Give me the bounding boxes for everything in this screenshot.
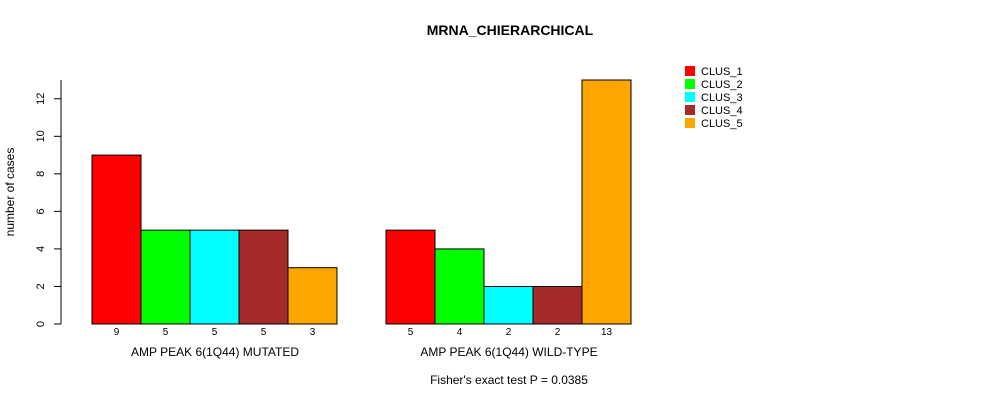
legend-swatch-clus_4 — [685, 105, 695, 115]
bar-count-label: 5 — [408, 327, 414, 338]
bar-count-label: 4 — [457, 327, 463, 338]
y-tick-label: 8 — [35, 171, 47, 177]
bar-count-label: 9 — [114, 327, 120, 338]
y-tick-label: 10 — [35, 130, 47, 142]
legend-label-clus_1: CLUS_1 — [701, 66, 743, 78]
count-labels: 9 5 5 5 3 5 4 2 2 13 — [114, 327, 613, 338]
bar-clus_5-group-1 — [287, 267, 338, 325]
group-label-mutated: AMP PEAK 6(1Q44) MUTATED — [131, 345, 299, 359]
bar-clus_5-group-2 — [581, 79, 632, 325]
bar-clus_4-group-1 — [238, 229, 289, 325]
y-tick-label: 4 — [35, 246, 47, 252]
bar-clus_2-group-2 — [434, 248, 485, 325]
y-tick-label: 6 — [35, 208, 47, 214]
legend-swatch-clus_5 — [685, 118, 695, 128]
legend-label-clus_2: CLUS_2 — [701, 79, 743, 91]
bars — [91, 79, 632, 325]
y-tick-label: 0 — [35, 321, 47, 327]
legend-label-clus_4: CLUS_4 — [701, 105, 743, 117]
bar-clus_4-group-2 — [532, 285, 583, 325]
bar-count-label: 2 — [555, 327, 561, 338]
y-tick-label: 12 — [35, 93, 47, 105]
legend-swatch-clus_3 — [685, 92, 695, 102]
bar-clus_2-group-1 — [140, 229, 191, 325]
bar-count-label: 2 — [506, 327, 512, 338]
bar-count-label: 3 — [310, 327, 316, 338]
bar-count-label: 5 — [212, 327, 218, 338]
bar-clus_1-group-1 — [91, 154, 142, 325]
y-axis-label: number of cases — [3, 148, 17, 237]
chart-title: MRNA_CHIERARCHICAL — [427, 22, 594, 38]
bar-count-label: 13 — [601, 327, 613, 338]
fisher-test-footnote: Fisher's exact test P = 0.0385 — [430, 373, 588, 387]
bar-clus_1-group-2 — [385, 229, 436, 325]
bar-clus_3-group-2 — [483, 285, 534, 325]
bar-clus_3-group-1 — [189, 229, 240, 325]
legend-swatch-clus_2 — [685, 79, 695, 89]
legend-swatch-clus_1 — [685, 66, 695, 76]
legend-label-clus_5: CLUS_5 — [701, 118, 743, 130]
legend-label-clus_3: CLUS_3 — [701, 92, 743, 104]
y-axis-ticks: 0 2 4 6 8 10 12 — [35, 93, 61, 327]
bar-count-label: 5 — [163, 327, 169, 338]
y-tick-label: 2 — [35, 283, 47, 289]
group-label-wild-type: AMP PEAK 6(1Q44) WILD-TYPE — [420, 345, 597, 359]
bar-count-label: 5 — [261, 327, 267, 338]
